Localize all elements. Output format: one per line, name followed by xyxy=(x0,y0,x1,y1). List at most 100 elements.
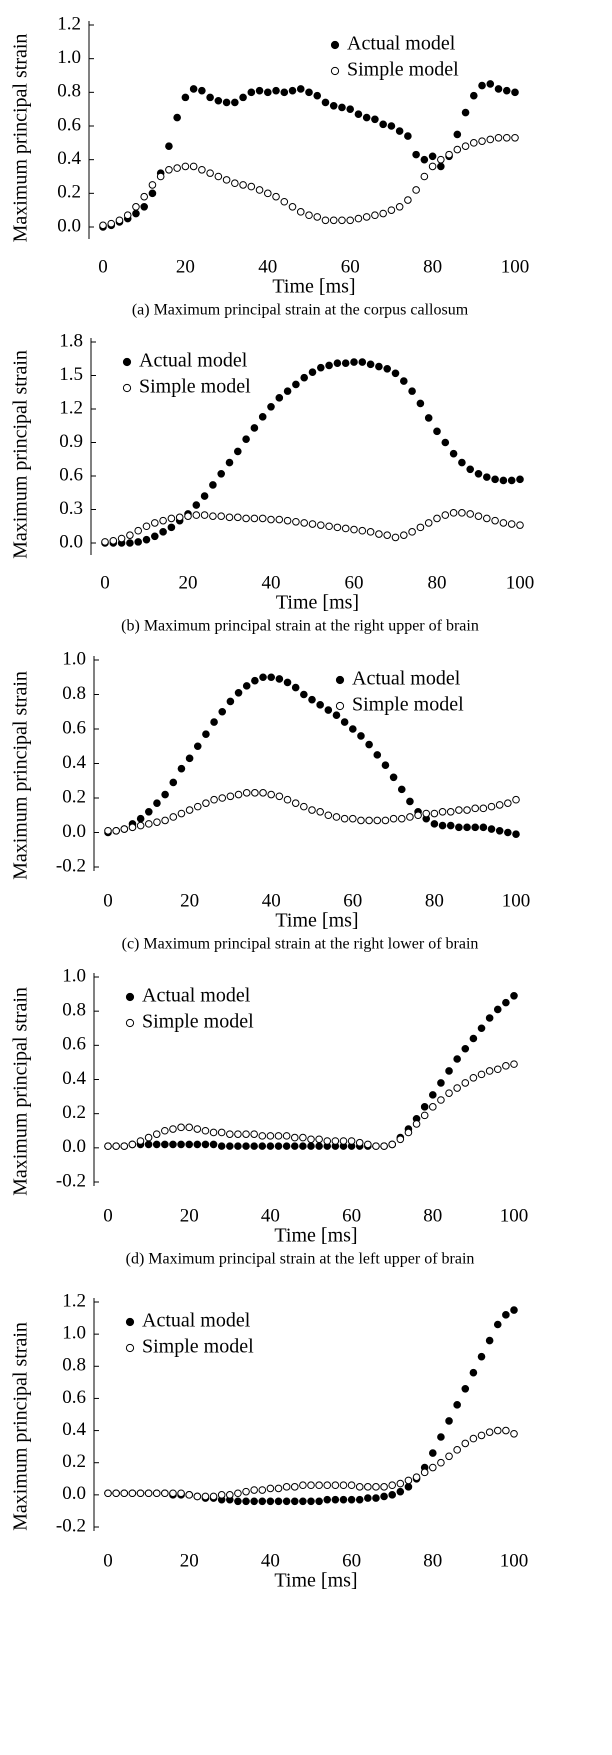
point xyxy=(483,514,491,523)
legend-label: Actual model xyxy=(139,350,248,372)
point xyxy=(173,164,181,172)
x-tick-label: 100 xyxy=(501,256,530,277)
point xyxy=(177,809,186,818)
point xyxy=(290,1483,299,1491)
point xyxy=(357,732,365,740)
point xyxy=(169,1489,177,1498)
point xyxy=(428,162,437,171)
point xyxy=(101,538,109,546)
legend-marker xyxy=(122,357,132,367)
point xyxy=(198,165,206,174)
legend-marker xyxy=(330,66,340,76)
y-tick-label: 1.2 xyxy=(59,397,83,418)
point xyxy=(136,1489,145,1498)
point xyxy=(414,811,422,820)
point xyxy=(299,1497,307,1506)
y-tick-label: 1.8 xyxy=(59,330,83,351)
point xyxy=(364,1483,372,1491)
point xyxy=(430,820,439,828)
point xyxy=(274,1484,283,1493)
point xyxy=(161,1126,169,1135)
point xyxy=(416,399,425,408)
point xyxy=(429,1449,437,1457)
point xyxy=(239,181,247,189)
point xyxy=(502,86,511,95)
point xyxy=(225,458,234,467)
point xyxy=(123,211,132,220)
point xyxy=(485,1336,494,1345)
point xyxy=(177,1123,185,1132)
point xyxy=(381,761,390,770)
point xyxy=(153,818,161,826)
point xyxy=(132,203,140,211)
point xyxy=(264,189,272,198)
point xyxy=(296,85,305,93)
point xyxy=(373,751,382,759)
point xyxy=(381,816,390,825)
point xyxy=(389,814,398,823)
point xyxy=(226,1130,234,1138)
point xyxy=(231,179,239,188)
point xyxy=(350,358,358,366)
point xyxy=(406,813,414,821)
point xyxy=(420,1468,429,1477)
point xyxy=(438,821,447,830)
point xyxy=(313,213,322,221)
point xyxy=(126,531,134,539)
x-axis-label: Time [ms] xyxy=(276,592,359,614)
point xyxy=(317,363,325,372)
point xyxy=(375,362,383,371)
point xyxy=(177,764,186,773)
point xyxy=(109,536,118,545)
point xyxy=(474,469,483,478)
point xyxy=(424,519,433,527)
legend-label: Actual model xyxy=(347,33,456,55)
point xyxy=(516,521,524,529)
point xyxy=(388,1481,397,1490)
point xyxy=(169,813,178,821)
point xyxy=(282,1142,291,1150)
point xyxy=(202,730,210,738)
point xyxy=(478,81,486,90)
point xyxy=(433,427,441,436)
point xyxy=(461,1384,470,1393)
point xyxy=(441,511,450,519)
caption: (c) Maximum principal strain at the righ… xyxy=(122,936,479,953)
point xyxy=(502,1062,510,1070)
point xyxy=(453,1055,461,1063)
point xyxy=(364,1494,372,1502)
x-tick-label: 0 xyxy=(98,256,108,277)
point xyxy=(152,1140,161,1149)
x-tick-label: 20 xyxy=(180,1205,199,1226)
point xyxy=(388,1140,397,1149)
point xyxy=(259,673,267,682)
point xyxy=(290,1142,299,1150)
point xyxy=(406,797,414,806)
point xyxy=(181,93,190,102)
point xyxy=(242,435,250,443)
point xyxy=(495,801,504,809)
y-tick-label: 0.6 xyxy=(62,717,86,738)
point xyxy=(169,1125,177,1133)
point xyxy=(499,476,508,485)
point xyxy=(507,476,516,485)
point xyxy=(209,512,217,521)
point xyxy=(258,1497,267,1506)
point xyxy=(323,1137,332,1145)
point xyxy=(355,1495,364,1504)
point xyxy=(483,473,491,481)
point xyxy=(441,438,450,447)
point xyxy=(201,1140,210,1149)
point xyxy=(404,1483,413,1491)
point xyxy=(371,115,379,124)
point xyxy=(340,814,349,823)
point xyxy=(250,1130,258,1138)
point xyxy=(420,172,429,181)
point xyxy=(437,155,445,164)
point xyxy=(192,511,201,519)
point xyxy=(259,789,267,797)
point xyxy=(226,697,235,706)
point xyxy=(222,176,231,184)
point xyxy=(161,1140,169,1149)
